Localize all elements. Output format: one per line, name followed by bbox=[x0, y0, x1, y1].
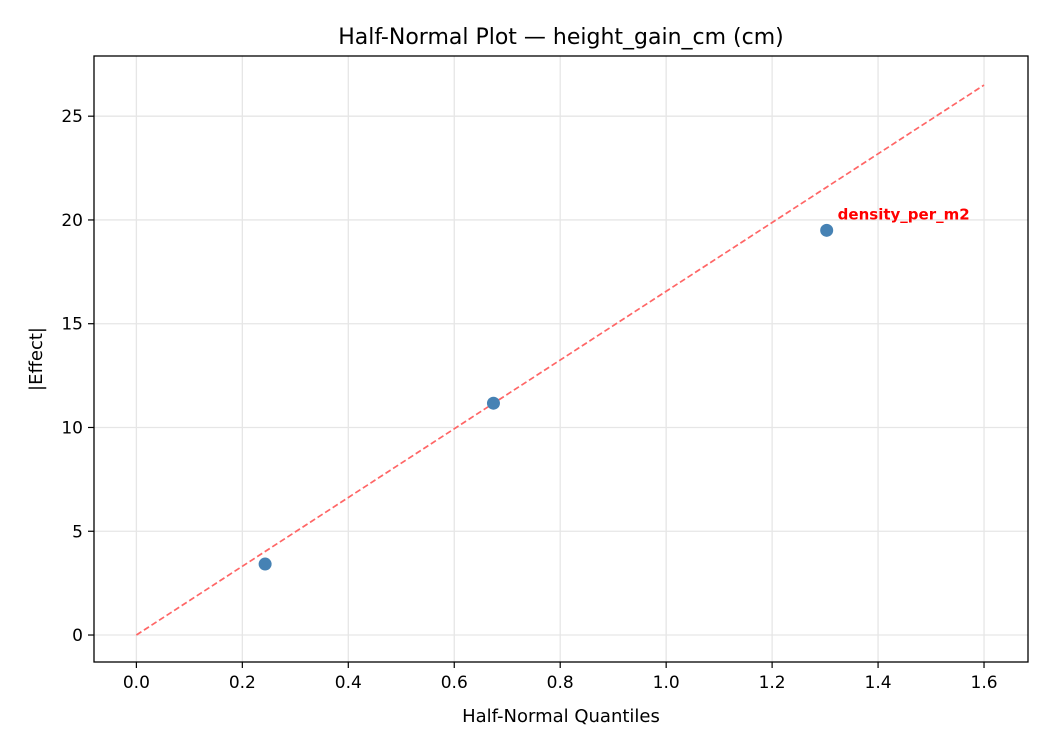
x-axis-ticks: 0.0 0.2 0.4 0.6 0.8 1.0 1.2 1.4 1.6 bbox=[123, 662, 998, 693]
x-tick-label: 1.2 bbox=[759, 673, 786, 693]
x-tick-label: 1.0 bbox=[653, 673, 680, 693]
reference-line bbox=[135, 84, 985, 636]
y-tick-label: 5 bbox=[72, 522, 83, 542]
reference-line-group bbox=[135, 84, 985, 636]
grid bbox=[94, 56, 1028, 662]
data-point bbox=[258, 557, 272, 571]
chart-title: Half-Normal Plot — height_gain_cm (cm) bbox=[338, 25, 784, 50]
x-tick-label: 0.4 bbox=[335, 673, 362, 693]
y-tick-label: 15 bbox=[61, 315, 83, 335]
x-tick-label: 0.0 bbox=[123, 673, 150, 693]
point-annotation: density_per_m2 bbox=[838, 205, 970, 223]
x-tick-label: 0.2 bbox=[229, 673, 256, 693]
x-axis-label: Half-Normal Quantiles bbox=[462, 706, 660, 727]
data-point bbox=[486, 396, 500, 410]
x-tick-label: 0.8 bbox=[547, 673, 574, 693]
y-tick-label: 10 bbox=[61, 418, 83, 438]
data-point bbox=[820, 223, 834, 237]
x-tick-label: 0.6 bbox=[441, 673, 468, 693]
y-tick-label: 25 bbox=[61, 107, 83, 127]
y-tick-label: 20 bbox=[61, 211, 83, 231]
y-axis-label: |Effect| bbox=[26, 327, 47, 391]
y-tick-label: 0 bbox=[72, 626, 83, 646]
plot-frame bbox=[93, 55, 1029, 663]
y-axis-ticks: 0 5 10 15 20 25 bbox=[61, 107, 94, 646]
points-group: density_per_m2 bbox=[258, 205, 970, 571]
x-tick-label: 1.6 bbox=[971, 673, 998, 693]
x-tick-label: 1.4 bbox=[865, 673, 892, 693]
